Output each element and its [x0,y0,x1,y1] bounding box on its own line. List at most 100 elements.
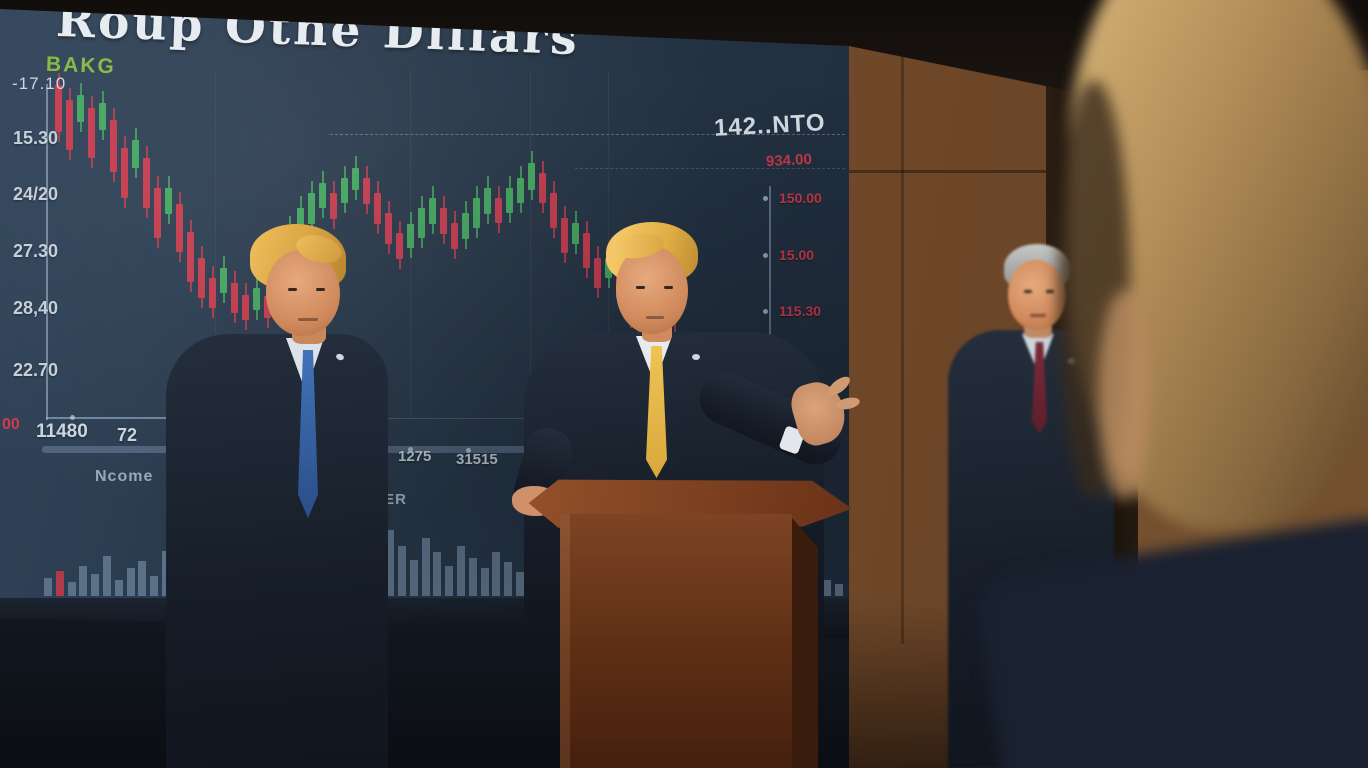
candle-body [330,193,337,219]
eye [1046,290,1054,293]
scrollbar-tick [408,447,413,452]
candle-body [209,278,216,308]
volume-bar [480,568,489,596]
volume-bar [409,560,418,596]
flag-pin [692,354,700,360]
center-politician-face [616,246,688,334]
volume-bar [433,552,442,596]
left-red-axis-label: 00 [2,416,20,434]
candle-body [121,148,128,198]
candle-body [539,173,546,203]
candle-body [440,208,447,234]
candle-body [220,268,227,293]
volume-bar [67,582,76,596]
candle-body [561,218,568,253]
mouth [298,318,318,321]
volume-bar [150,576,159,596]
candle-body [407,224,414,248]
axis-label-left: 22.70 [13,360,58,381]
change-label: -17.10 [12,74,66,94]
volume-bar [492,552,501,596]
volume-bar [468,558,477,596]
axis-label-left: 28,40 [13,298,58,319]
trading-screen: Roup Othe Dillars BAKG -17.10 15.3024/20… [0,6,849,650]
podium-side [792,518,818,768]
volume-bar [55,571,64,596]
candle-body [99,103,106,130]
candle-body [55,85,62,132]
candle-body [143,158,150,208]
volume-bar [445,566,454,596]
volume-bar [834,584,843,596]
axis-tick-dot [70,415,75,420]
candle-body [418,208,425,238]
left-axis-labels: 15.30 24/20 27.30 28,40 22.70 [0,6,58,420]
volume-bar [398,546,406,596]
podium-body [560,514,792,768]
eye [664,286,673,289]
candle-body [88,108,95,158]
candle-body [374,193,381,224]
left-politician-tie [298,350,318,518]
volume-bar [516,572,524,596]
candle-body [396,233,403,259]
candle-body [132,140,139,168]
candle-body [429,198,436,224]
right-axis-tick [763,253,768,258]
left-politician-face [266,250,340,336]
candle-body [572,223,579,244]
eye [1024,290,1032,293]
volume-bar [138,561,147,596]
wood-seam [849,170,1049,173]
volume-bar [91,574,100,596]
candle-body [77,95,84,122]
candle-body [319,183,326,208]
candle-body [473,198,480,228]
axis-label-bottom: 11480 [36,421,88,443]
axis-label-left: 24/20 [13,184,58,205]
bottom-axis-line [46,417,226,419]
gridline-dashed [330,134,845,135]
candle-body [517,178,524,203]
candle-body [198,258,205,298]
axis-label-left: 27.30 [13,241,58,262]
candle-body [594,258,601,288]
candle-body [110,120,117,172]
candle-body [187,232,194,282]
mouth [646,316,664,319]
volume-bar [421,538,430,596]
axis-label-right: 150.00 [779,190,822,206]
candle-body [385,213,392,244]
candle-body [253,288,260,310]
eye [636,286,645,289]
candle-body [484,188,491,214]
candle-body [231,283,238,313]
candle-body [66,100,73,150]
candle-body [506,188,513,213]
right-panel-axis-line [769,186,771,432]
candle-body [176,204,183,252]
eye [316,288,325,291]
candle-body [583,233,590,268]
candle-body [165,188,172,214]
watermark-label: Ncome [95,468,153,486]
chart-scrollbar [42,446,837,453]
yellow-tie [646,346,667,478]
axis-label-right: 115.30 [779,303,821,319]
candle-body [462,213,469,239]
candle-body [242,295,249,320]
foreground-shoulder-fill [1150,620,1368,768]
eye [288,288,297,291]
gridline-vertical [530,70,531,420]
podium-edge-highlight [560,514,570,768]
foreground-face-edge [1098,290,1150,500]
gridline-vertical [215,70,216,420]
right-man-tie [1032,342,1047,434]
gridline-dashed [575,168,845,169]
left-politician-suit [166,334,388,768]
candle-body [363,178,370,204]
volume-bar [126,568,135,596]
wood-seam [901,44,904,644]
volume-bar [504,562,513,596]
